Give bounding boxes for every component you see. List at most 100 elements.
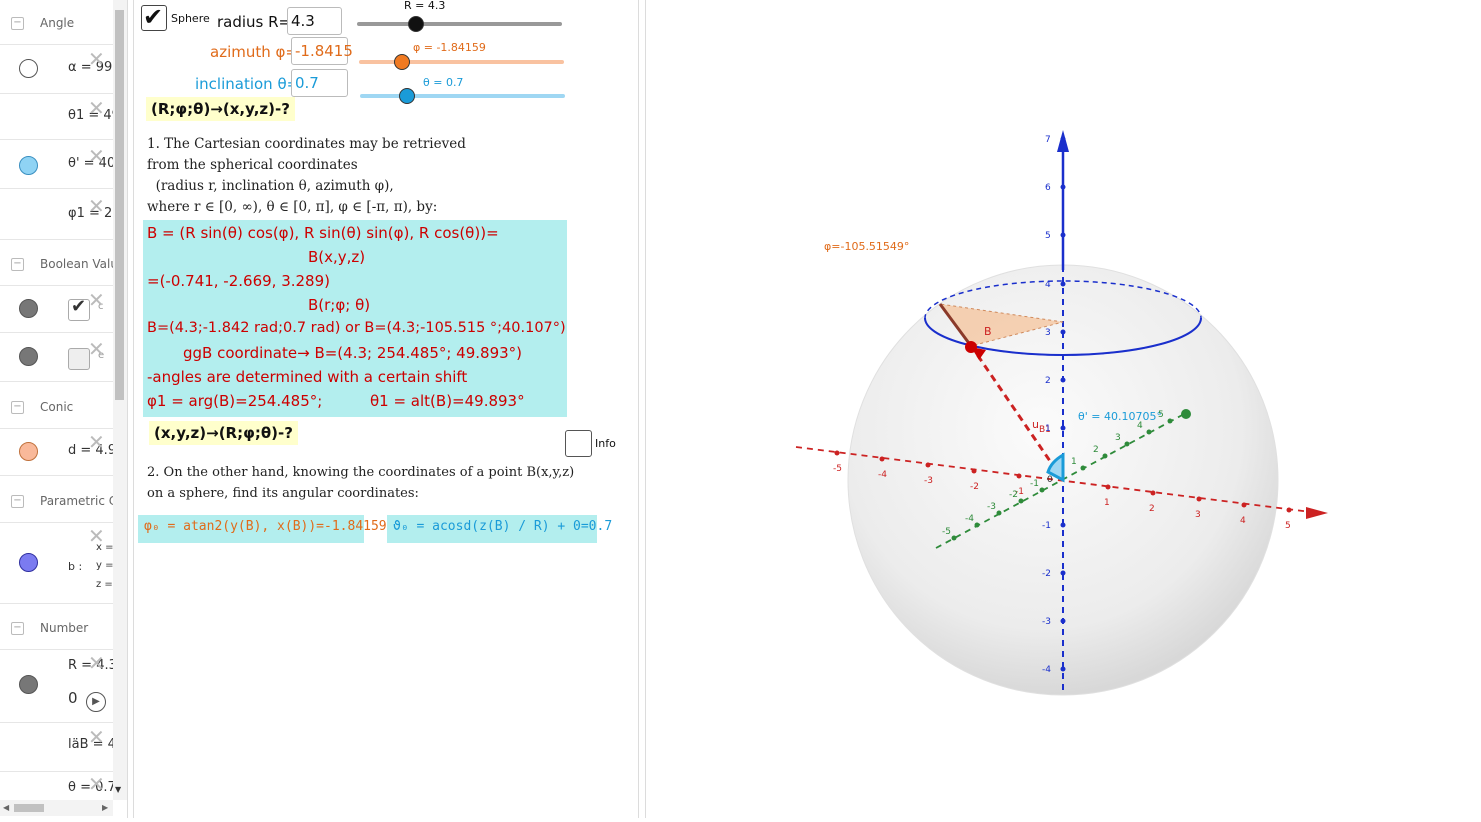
x-axis-tick-label: 2 [1149, 504, 1155, 514]
algebra-row-conic-d[interactable]: d = 4.9 ✕ [0, 429, 113, 476]
category-boolean[interactable]: − Boolean Value [0, 245, 125, 286]
visibility-toggle[interactable] [19, 299, 38, 318]
slider-R[interactable] [357, 22, 562, 26]
collapse-icon[interactable]: − [11, 258, 24, 271]
vector-u-subscript: B1 [1039, 425, 1051, 435]
delete-icon[interactable]: ✕ [88, 194, 105, 218]
z-axis-tick-label: 5 [1045, 231, 1051, 241]
slider-theta[interactable] [360, 94, 565, 98]
algebra-row-number-laB[interactable]: läB = 4 ✕ [0, 723, 113, 772]
paragraph-line: (radius r, inclination θ, azimuth φ), [147, 178, 394, 194]
collapse-icon[interactable]: − [11, 401, 24, 414]
visibility-toggle[interactable] [19, 553, 38, 572]
azimuth-input[interactable]: -1.8415 [291, 37, 353, 65]
info-checkbox[interactable] [565, 430, 592, 457]
triangle-edge [938, 303, 973, 347]
delete-icon[interactable]: ✕ [88, 337, 105, 361]
visibility-toggle[interactable] [19, 347, 38, 366]
checkbox-e[interactable] [68, 348, 90, 370]
latitude-circle[interactable] [924, 317, 1202, 356]
y-axis-tick-mark [1039, 487, 1045, 493]
algebra-row-theta1[interactable]: θ1 = 49 ✕ [0, 94, 113, 140]
algebra-horizontal-scrollbar[interactable]: ◀ ▶ [0, 800, 113, 816]
x-axis-tick-label: -3 [924, 476, 933, 486]
algebra-scroll-thumb[interactable] [115, 10, 124, 400]
algebra-row-parametric-b[interactable]: b : x = y = z = ✕ [0, 523, 113, 604]
category-parametric[interactable]: − Parametric Curve [0, 482, 127, 523]
radius-label: radius R= [217, 13, 292, 31]
x-axis-tick-label: -4 [878, 470, 887, 480]
algebra-row-thetaprime[interactable]: θ' = 40 ✕ [0, 140, 113, 189]
formula-line: ggB coordinate→ B=(4.3; 254.485°; 49.893… [183, 344, 523, 362]
row-text: θ1 = 49 [68, 108, 113, 123]
category-angle[interactable]: − Angle [0, 4, 113, 45]
x-axis-tick-label: 5 [1285, 521, 1291, 531]
visibility-toggle[interactable] [19, 442, 38, 461]
graphics-view-3d[interactable]: φ=-105.51549° θ' = 40.10705° B u B1 0 7 6… [645, 0, 1481, 818]
algebra-row-alpha[interactable]: α = 99 ✕ [0, 45, 113, 94]
algebra-row-phi1[interactable]: φ1 = 2 ✕ [0, 189, 113, 240]
visibility-toggle[interactable] [19, 156, 38, 175]
algebra-row-bool-c[interactable]: ✔ c ✕ [0, 286, 113, 333]
radius-vector[interactable] [972, 349, 1065, 481]
info-label: Info [595, 437, 616, 450]
slider-phi-knob[interactable] [394, 54, 410, 70]
visibility-toggle[interactable] [19, 675, 38, 694]
checkbox-c[interactable] [68, 299, 90, 321]
paragraph-line: where r ∈ [0, ∞), θ ∈ [0, π], φ ∈ [-π, π… [147, 199, 438, 215]
z-axis-tick-mark [1060, 329, 1066, 335]
category-conic[interactable]: − Conic [0, 388, 113, 429]
x-axis-tick-mark [925, 462, 931, 468]
slider-phi[interactable] [359, 60, 564, 64]
algebra-row-bool-e[interactable]: e ✕ [0, 333, 113, 382]
z-axis-tick-label: 4 [1045, 280, 1051, 290]
delete-icon[interactable]: ✕ [88, 144, 105, 168]
y-axis-tick-mark [996, 510, 1002, 516]
slider-R-knob[interactable] [408, 16, 424, 32]
radius-input[interactable]: 4.3 [287, 7, 342, 35]
paragraph-line: from the spherical coordinates [147, 157, 358, 173]
play-icon[interactable]: ▶ [86, 692, 106, 712]
y-axis-tick-label: -1 [1030, 479, 1039, 489]
sphere-checkbox[interactable]: ✔ [141, 3, 167, 31]
collapse-icon[interactable]: − [11, 495, 24, 508]
category-number[interactable]: − Number [0, 609, 113, 650]
delete-icon[interactable]: ✕ [88, 651, 105, 675]
3d-scene[interactable]: φ=-105.51549° θ' = 40.10705° B u B1 0 7 6… [646, 0, 1481, 818]
y-axis-tick-mark [974, 522, 980, 528]
horizontal-scroll-thumb[interactable] [14, 804, 44, 812]
z-axis-tick-mark [1060, 184, 1066, 190]
y-axis-tick-mark [1146, 429, 1152, 435]
algebra-row-number-R[interactable]: R = 4.3 0 ▶ ✕ [0, 650, 113, 723]
x-axis[interactable] [795, 446, 1312, 513]
scroll-down-icon[interactable]: ▼ [115, 785, 122, 794]
theta0-formula: ϑ₀ = acosd(z(B) / R) + 0=0.7 [393, 519, 613, 534]
scroll-right-icon[interactable]: ▶ [102, 803, 109, 812]
visibility-toggle[interactable] [19, 59, 38, 78]
delete-icon[interactable]: ✕ [88, 524, 105, 548]
collapse-icon[interactable]: − [11, 17, 24, 30]
collapse-icon[interactable]: − [11, 622, 24, 635]
scroll-left-icon[interactable]: ◀ [3, 803, 10, 812]
algebra-row-number-theta[interactable]: θ = 0.7 ✕ [0, 772, 113, 800]
delete-icon[interactable]: ✕ [88, 725, 105, 749]
z-axis-tick-label: 6 [1045, 183, 1051, 193]
delete-icon[interactable]: ✕ [88, 47, 105, 71]
delete-icon[interactable]: ✕ [88, 430, 105, 454]
inclination-label: inclination θ= [195, 75, 300, 93]
y-axis-tick-label: -3 [987, 502, 996, 512]
delete-icon[interactable]: ✕ [88, 772, 105, 796]
angle-theta-marker[interactable] [1046, 452, 1065, 483]
y-axis-tick-label: -5 [942, 527, 951, 537]
x-axis-tick-label: 4 [1240, 516, 1246, 526]
row-text: θ = 0.7 [68, 780, 113, 795]
y-axis-tick-mark [1018, 498, 1024, 504]
inclination-input[interactable]: 0.7 [291, 69, 348, 97]
x-axis-tick-mark [1105, 484, 1111, 490]
delete-icon[interactable]: ✕ [88, 288, 105, 312]
delete-icon[interactable]: ✕ [88, 96, 105, 120]
slider-theta-knob[interactable] [399, 88, 415, 104]
x-axis-tick-label: -5 [833, 464, 842, 474]
y-axis-tick-label: 4 [1137, 421, 1143, 431]
x-axis-tick-mark [1016, 473, 1022, 479]
